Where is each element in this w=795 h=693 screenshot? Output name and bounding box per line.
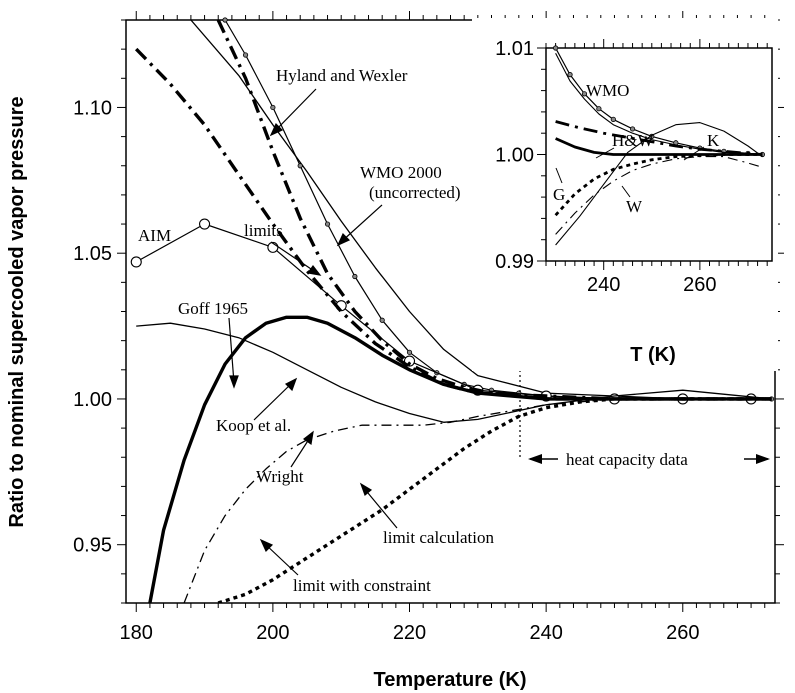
inset-data-point bbox=[629, 126, 636, 132]
inset-y-tick-label: 0.99 bbox=[495, 251, 534, 273]
inset-annotation-k: K bbox=[707, 131, 720, 150]
data-point bbox=[222, 17, 228, 23]
y-tick-label: 1.10 bbox=[73, 97, 112, 119]
inset-annotation-w: W bbox=[626, 197, 643, 216]
data-point bbox=[242, 52, 249, 58]
annotation-limits: limits bbox=[244, 221, 283, 240]
series-line-6 bbox=[136, 322, 772, 423]
x-tick-label: 200 bbox=[256, 622, 289, 644]
inset-background bbox=[472, 18, 778, 371]
data-point bbox=[324, 221, 331, 227]
inset-series-line-3 bbox=[555, 122, 763, 246]
data-point bbox=[406, 349, 413, 355]
inset-annotation-wmo: WMO bbox=[586, 81, 629, 100]
data-point bbox=[130, 256, 142, 268]
annotation-goff-1965: Goff 1965 bbox=[178, 299, 248, 318]
series-line-4 bbox=[216, 20, 772, 401]
data-point bbox=[270, 104, 276, 111]
inset-data-point bbox=[553, 45, 559, 51]
x-tick-label: 220 bbox=[393, 622, 426, 644]
series-line-5 bbox=[148, 315, 772, 603]
annotation-heat-capacity-data: heat capacity data bbox=[566, 450, 688, 469]
y-tick-label: 1.00 bbox=[73, 389, 112, 411]
data-point bbox=[352, 273, 358, 280]
x-tick-label: 180 bbox=[120, 622, 153, 644]
inset-data-point bbox=[596, 106, 602, 112]
heat-capacity-arrow bbox=[528, 447, 770, 471]
inset-series-line-5 bbox=[554, 153, 763, 217]
x-axis-label: Temperature (K) bbox=[374, 669, 527, 691]
annotation-koop: Koop et al. bbox=[216, 416, 291, 435]
annotation-uncorrected: (uncorrected) bbox=[369, 183, 461, 202]
inset-series-line-6 bbox=[555, 156, 763, 235]
annotation-arrows bbox=[228, 88, 398, 576]
inset-data-point bbox=[581, 91, 588, 97]
annotation-hyland-wexler: Hyland and Wexler bbox=[276, 66, 408, 85]
x-tick-label: 240 bbox=[529, 622, 562, 644]
inset-tick-labels: 240 260 0.99 1.00 1.01 bbox=[495, 38, 716, 296]
inset-series-line-2 bbox=[555, 120, 763, 156]
inset-x-tick-label: 240 bbox=[587, 274, 620, 296]
series-line-8 bbox=[217, 397, 772, 603]
inset-data-point bbox=[567, 72, 573, 78]
inset-x-axis-label: T (K) bbox=[630, 344, 676, 366]
data-point bbox=[199, 218, 211, 230]
inset-annotation-arrows bbox=[555, 146, 705, 198]
inset-y-tick-label: 1.00 bbox=[495, 145, 534, 167]
annotation-limit-with-constraint: limit with constraint bbox=[293, 576, 431, 595]
annotation-wmo-2000: WMO 2000 bbox=[360, 163, 442, 182]
annotation-limit-calculation: limit calculation bbox=[383, 528, 494, 547]
y-tick-label: 0.95 bbox=[73, 535, 112, 557]
annotation-aim: AIM bbox=[138, 226, 171, 245]
inset-x-tick-label: 260 bbox=[683, 274, 716, 296]
inset-annotation-g: G bbox=[553, 185, 565, 204]
inset-ticks bbox=[537, 39, 768, 270]
x-tick-label: 260 bbox=[666, 622, 699, 644]
main-chart: 180 200 220 240 260 0.95 1.00 1.05 1.10 Hyland a… bbox=[6, 11, 784, 691]
series-line-7 bbox=[183, 398, 772, 603]
inset-chart: 240 260 0.99 1.00 1.01 WMO H&W K G W T (K) bbox=[472, 18, 778, 371]
main-tick-labels: 180 200 220 240 260 0.95 1.00 1.05 1.10 bbox=[73, 97, 699, 644]
inset-series bbox=[553, 45, 765, 246]
annotation-wright: Wright bbox=[256, 467, 304, 486]
inset-annotation-hw: H&W bbox=[612, 131, 655, 150]
inset-data-point bbox=[610, 116, 616, 122]
y-axis-label: Ratio to nominal supercooled vapor press… bbox=[6, 96, 28, 527]
y-tick-label: 1.05 bbox=[73, 243, 112, 265]
data-point bbox=[297, 163, 303, 169]
data-point bbox=[379, 317, 385, 323]
inset-y-tick-label: 1.01 bbox=[495, 38, 534, 60]
